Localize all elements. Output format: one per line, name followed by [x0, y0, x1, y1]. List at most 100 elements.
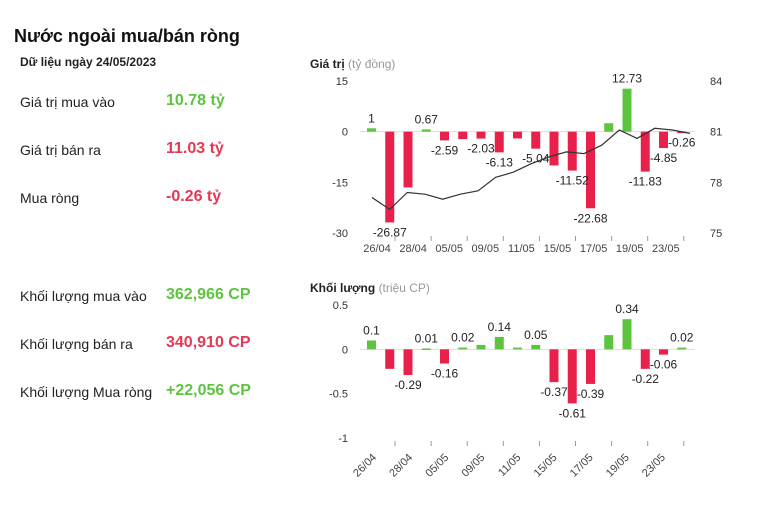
- data-label: -11.52: [556, 174, 589, 188]
- bar: [549, 131, 559, 166]
- stat-label: Giá trị bán ra: [20, 142, 101, 158]
- bar: [476, 344, 486, 350]
- bar: [531, 344, 541, 350]
- stat-buy-value: Giá trị mua vào 10.78 tỷ: [20, 92, 300, 114]
- stat-value: -0.26 tỷ: [166, 188, 222, 205]
- stat-label: Khối lượng mua vào: [20, 288, 147, 304]
- data-label: -11.83: [629, 175, 662, 189]
- x-tick-label: 28/04: [387, 452, 415, 480]
- data-label: -0.22: [632, 372, 660, 386]
- series-line: [371, 127, 691, 211]
- data-label: -2.59: [431, 143, 459, 157]
- bar: [604, 123, 614, 132]
- y-tick-label: 0.5: [333, 300, 348, 312]
- data-label: -0.26: [668, 136, 696, 150]
- stat-value: 11.03 tỷ: [166, 140, 224, 157]
- bar: [367, 340, 376, 350]
- value-chart-title: Giá trị (tỷ đồng): [310, 57, 395, 71]
- y-tick-label: -30: [332, 228, 348, 240]
- data-date: Dữ liệu ngày 24/05/2023: [20, 55, 157, 69]
- bar: [403, 349, 413, 376]
- stat-label: Khối lượng bán ra: [20, 336, 133, 352]
- data-label: -26.87: [373, 225, 407, 239]
- x-tick-label: 05/05: [423, 452, 451, 480]
- y-tick-label: -1: [338, 433, 348, 445]
- data-label: -0.06: [650, 358, 678, 372]
- data-label: 0.05: [524, 328, 548, 342]
- bar: [567, 349, 577, 404]
- y-tick-label: 0: [342, 127, 348, 139]
- y-tick-label: -15: [332, 177, 348, 189]
- y2-tick-label: 84: [710, 76, 722, 88]
- x-tick-label: 15/05: [544, 243, 572, 255]
- x-tick-label: 26/04: [351, 452, 379, 480]
- bar: [604, 335, 614, 350]
- bar: [549, 349, 559, 383]
- stat-sell-volume: Khối lượng bán ra 340,910 CP: [20, 334, 300, 356]
- x-tick-label: 15/05: [532, 452, 560, 480]
- x-tick-label: 17/05: [580, 243, 608, 255]
- bar: [440, 131, 449, 141]
- bar: [586, 131, 595, 209]
- x-tick-label: 05/05: [435, 243, 463, 255]
- bar: [513, 131, 522, 139]
- x-tick-label: 23/05: [652, 243, 680, 255]
- stat-buy-volume: Khối lượng mua vào 362,966 CP: [20, 286, 300, 308]
- x-tick-label: 23/05: [640, 452, 668, 480]
- x-tick-label: 17/05: [568, 452, 596, 480]
- y2-tick-label: 81: [710, 127, 722, 139]
- y-tick-label: 15: [336, 76, 348, 88]
- stat-value: 10.78 tỷ: [166, 92, 225, 109]
- bar: [622, 319, 632, 350]
- stat-value: +22,056 CP: [166, 382, 251, 399]
- bar: [367, 128, 376, 132]
- bar: [421, 348, 431, 350]
- data-label: -0.29: [394, 378, 422, 392]
- bar: [476, 131, 486, 139]
- data-label: -0.16: [431, 367, 459, 381]
- bar: [586, 349, 595, 384]
- bar: [567, 131, 577, 171]
- y2-tick-label: 75: [710, 228, 722, 240]
- data-label: -2.03: [467, 142, 495, 156]
- stat-label: Khối lượng Mua ròng: [20, 384, 153, 400]
- data-label: 1: [368, 111, 375, 125]
- y-tick-label: -0.5: [329, 389, 348, 401]
- data-label: -5.04: [522, 152, 550, 166]
- bar: [513, 347, 522, 350]
- data-label: 0.34: [615, 302, 639, 316]
- y-tick-label: 0: [342, 344, 348, 356]
- bar: [622, 88, 632, 132]
- page-title: Nước ngoài mua/bán ròng: [14, 26, 240, 46]
- x-tick-label: 19/05: [604, 452, 632, 480]
- data-label: -0.37: [540, 385, 568, 399]
- bar: [494, 131, 504, 153]
- bar: [494, 336, 504, 350]
- bar: [440, 349, 449, 364]
- x-tick-label: 11/05: [508, 243, 535, 255]
- data-label: 0.02: [670, 331, 694, 345]
- x-tick-label: 28/04: [399, 243, 427, 255]
- bar: [640, 349, 650, 369]
- data-label: -0.61: [559, 406, 587, 420]
- bar: [659, 131, 668, 149]
- data-label: 0.02: [451, 331, 475, 345]
- bar: [421, 129, 431, 132]
- stat-net-value: Mua ròng -0.26 tỷ: [20, 188, 300, 210]
- data-label: 0.1: [363, 323, 380, 337]
- bar: [640, 131, 650, 172]
- stat-label: Giá trị mua vào: [20, 94, 115, 110]
- chart-title-text: Khối lượng: [310, 281, 376, 295]
- volume-chart-title: Khối lượng (triệu CP): [310, 281, 430, 295]
- chart-unit: (tỷ đồng): [348, 57, 396, 71]
- y2-tick-label: 78: [710, 177, 722, 189]
- bar: [677, 347, 687, 350]
- bar: [403, 131, 413, 188]
- data-label: 12.73: [612, 72, 642, 86]
- bar: [659, 349, 668, 355]
- bar: [458, 347, 468, 350]
- bar: [458, 131, 468, 140]
- chart-unit: (triệu CP): [378, 281, 430, 295]
- x-tick-label: 26/04: [363, 243, 391, 255]
